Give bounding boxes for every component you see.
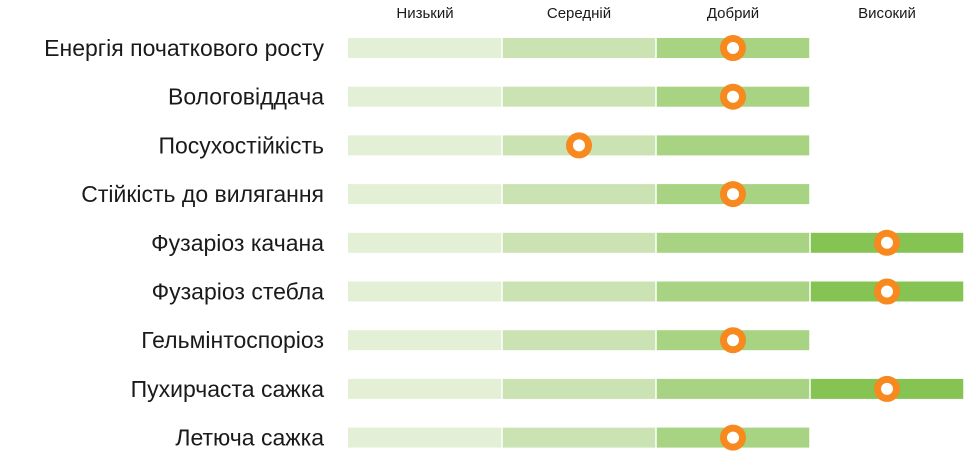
- rating-marker: [720, 327, 746, 354]
- row-label: Пухирчаста сажка: [131, 376, 325, 402]
- rating-row: Стійкість до вилягання: [81, 181, 810, 208]
- rating-row: Посухостійкість: [158, 132, 810, 159]
- bar-segment: [656, 281, 810, 302]
- rating-rows: Енергія початкового росту Вологовіддача По…: [44, 35, 964, 451]
- rating-row: Гельмінтоспоріоз: [141, 327, 810, 354]
- row-label: Посухостійкість: [158, 132, 324, 158]
- bar-segment: [348, 281, 502, 302]
- level-header: Низький: [396, 5, 453, 22]
- bar-segment: [348, 135, 502, 156]
- bar-segment: [502, 232, 656, 253]
- rating-marker: [720, 83, 746, 110]
- level-header: Добрий: [707, 5, 759, 22]
- rating-row: Вологовіддача: [168, 83, 810, 110]
- row-label: Летюча сажка: [175, 425, 324, 451]
- level-header: Високий: [858, 5, 916, 22]
- bar-segment: [502, 378, 656, 399]
- bar-segment: [502, 427, 656, 448]
- rating-row: Фузаріоз стебла: [152, 278, 964, 305]
- bar-segment: [348, 378, 502, 399]
- bar-segment: [502, 330, 656, 351]
- rating-row: Енергія початкового росту: [44, 35, 810, 61]
- bar-segment: [656, 232, 810, 253]
- bar-segment: [348, 427, 502, 448]
- bar-segment: [656, 135, 810, 156]
- rating-row: Летюча сажка: [175, 424, 810, 451]
- bar-segment: [502, 184, 656, 205]
- bar-segment: [348, 232, 502, 253]
- row-label: Фузаріоз стебла: [152, 279, 325, 305]
- rating-marker: [720, 35, 746, 61]
- rating-marker: [720, 424, 746, 451]
- level-header: Середній: [547, 5, 611, 22]
- row-label: Енергія початкового росту: [44, 35, 324, 61]
- bar-segment: [656, 378, 810, 399]
- rating-marker: [874, 278, 900, 305]
- bar-segment: [502, 38, 656, 58]
- bar-segment: [348, 330, 502, 351]
- row-label: Фузаріоз качана: [151, 230, 324, 256]
- row-label: Гельмінтоспоріоз: [141, 327, 324, 353]
- rating-marker: [720, 181, 746, 208]
- rating-row: Фузаріоз качана: [151, 229, 964, 256]
- rating-row: Пухирчаста сажка: [131, 375, 964, 402]
- row-label: Вологовіддача: [168, 84, 324, 110]
- bar-segment: [502, 86, 656, 107]
- level-headers: Низький Середній Добрий Високий: [396, 5, 915, 22]
- row-label: Стійкість до вилягання: [81, 181, 324, 207]
- rating-marker: [874, 375, 900, 402]
- bar-segment: [348, 86, 502, 107]
- bar-segment: [348, 184, 502, 205]
- bar-segment: [348, 38, 502, 58]
- bar-segment: [502, 281, 656, 302]
- rating-marker: [566, 132, 592, 159]
- rating-marker: [874, 229, 900, 256]
